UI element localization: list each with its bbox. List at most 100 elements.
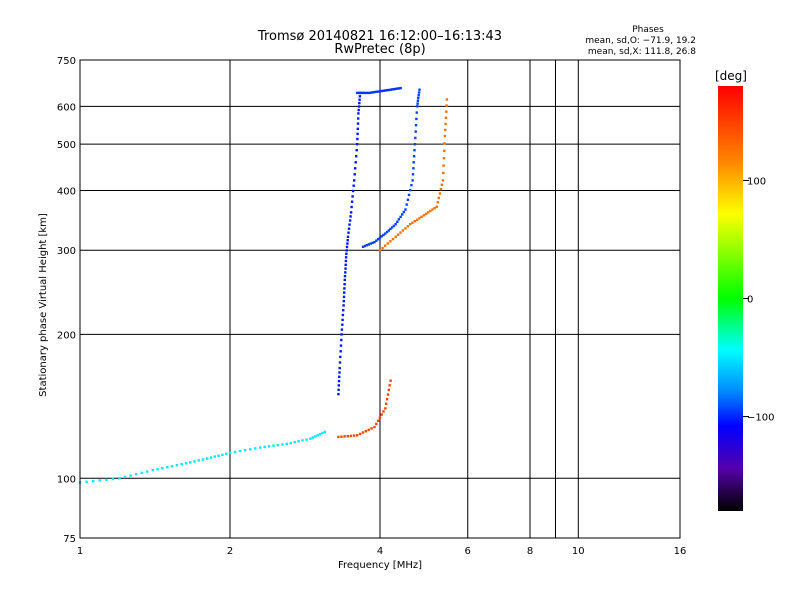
data-point — [415, 218, 419, 221]
data-point — [209, 456, 213, 459]
data-point — [339, 344, 343, 347]
data-point — [375, 239, 378, 242]
data-point — [341, 323, 344, 326]
data-point — [442, 171, 445, 175]
data-point — [358, 432, 362, 436]
data-point — [380, 89, 383, 93]
data-point — [384, 89, 387, 92]
data-point — [399, 231, 402, 234]
data-point — [358, 98, 361, 101]
data-point — [382, 89, 385, 92]
data-point — [414, 136, 417, 140]
x-tick-labels: 1 2 4 6 8 10 16 — [77, 546, 687, 557]
data-point — [357, 112, 360, 115]
stats-line-o: mean, sd,O: −71.9, 19.2 — [585, 36, 696, 46]
data-point — [391, 237, 395, 241]
data-point — [134, 473, 138, 476]
data-point — [352, 434, 356, 437]
data-point — [444, 122, 447, 126]
y-tick-label: 600 — [57, 102, 76, 113]
data-point — [411, 173, 415, 176]
data-point — [378, 249, 382, 252]
data-point — [353, 179, 356, 182]
data-point — [384, 232, 387, 235]
data-point — [433, 206, 436, 210]
data-point — [316, 434, 319, 437]
data-point — [309, 437, 312, 440]
data-point — [388, 384, 391, 387]
grid-lines — [80, 60, 680, 538]
data-point — [404, 227, 407, 230]
data-point — [445, 104, 448, 107]
data-point — [356, 143, 359, 146]
data-point — [358, 95, 362, 98]
data-point — [352, 184, 355, 187]
data-point — [357, 117, 360, 120]
data-point — [338, 375, 341, 378]
data-point — [444, 128, 447, 132]
data-point — [365, 91, 369, 95]
data-point — [344, 256, 348, 259]
data-point — [442, 157, 446, 160]
data-point — [361, 431, 365, 434]
data-point — [356, 434, 359, 437]
data-point — [376, 238, 380, 241]
data-point — [376, 90, 380, 93]
data-point — [347, 231, 350, 234]
data-point — [233, 450, 237, 454]
data-point — [357, 105, 361, 108]
data-point — [375, 422, 378, 426]
data-point — [391, 88, 394, 91]
data-point — [361, 245, 365, 248]
data-point — [249, 448, 252, 451]
data-point — [415, 117, 418, 121]
data-point — [363, 244, 367, 248]
data-point — [387, 88, 390, 92]
y-axis-label: Stationary phase Virtual Height [km] — [38, 213, 49, 397]
data-point — [438, 192, 442, 195]
data-point — [340, 435, 343, 438]
data-point — [129, 474, 132, 477]
data-point — [92, 479, 95, 483]
x-tick-label: 1 — [77, 546, 83, 557]
data-point — [180, 463, 183, 466]
data-point — [445, 110, 448, 113]
data-point — [281, 443, 284, 446]
data-point — [404, 208, 407, 211]
data-point — [166, 466, 169, 469]
data-point — [337, 435, 340, 439]
data-point — [375, 90, 378, 93]
x-tick-label: 4 — [377, 546, 383, 557]
data-point — [357, 91, 361, 95]
colorbar — [718, 86, 743, 511]
data-point — [345, 245, 349, 249]
data-point — [314, 435, 317, 438]
data-point — [424, 212, 428, 215]
data-point — [415, 111, 418, 114]
data-point — [354, 167, 357, 170]
data-point — [343, 435, 346, 438]
data-point — [389, 227, 392, 231]
y-tick-label: 400 — [57, 186, 76, 197]
data-point — [343, 287, 346, 290]
data-point — [98, 479, 101, 482]
data-point — [338, 371, 341, 374]
data-point — [263, 445, 266, 449]
data-point — [289, 441, 292, 445]
x-tick-label: 10 — [572, 546, 585, 557]
data-point — [311, 436, 314, 439]
data-points — [78, 86, 449, 484]
data-point — [189, 461, 192, 464]
x-tick-label: 8 — [527, 546, 533, 557]
data-point — [411, 179, 414, 182]
data-point — [111, 477, 115, 481]
data-point — [293, 441, 296, 444]
data-point — [371, 91, 374, 94]
data-point — [443, 134, 447, 138]
data-point — [416, 102, 419, 105]
data-point — [349, 211, 353, 214]
data-point — [342, 304, 345, 307]
data-point — [350, 200, 354, 203]
data-point — [301, 439, 304, 442]
data-point — [378, 90, 382, 93]
